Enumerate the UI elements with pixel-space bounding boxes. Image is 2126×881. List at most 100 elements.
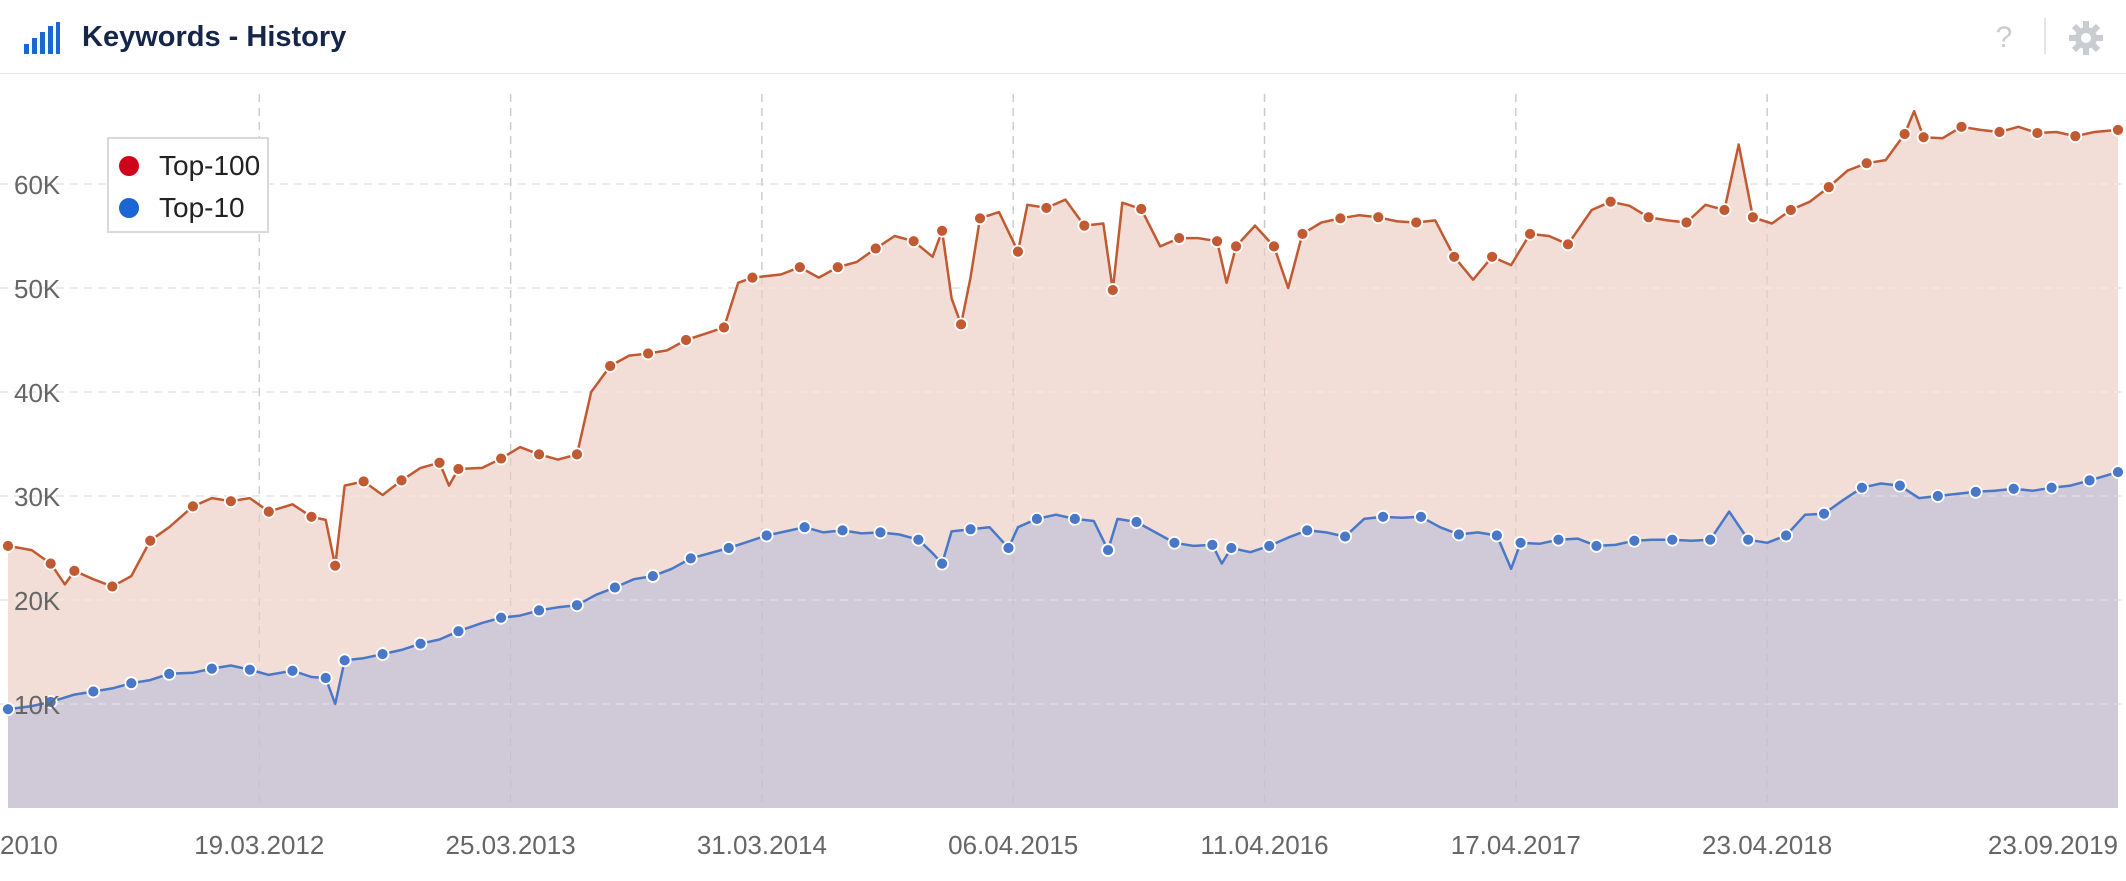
x-tick-label: 19.03.2012 (194, 830, 324, 860)
data-point-top-10 (721, 541, 736, 555)
x-tick-label: 31.03.2014 (697, 830, 827, 860)
data-point-top-100 (43, 556, 58, 571)
data-point-top-10 (1, 702, 15, 717)
x-tick-label: 17.04.2017 (1451, 830, 1581, 860)
data-point-top-10 (1376, 509, 1390, 524)
x-tick-label: 06.04.2015 (948, 830, 1078, 860)
data-point-top-100 (494, 451, 509, 466)
data-point-top-10 (242, 662, 257, 677)
data-point-top-100 (1105, 283, 1120, 297)
data-point-top-100 (1523, 227, 1537, 241)
series-area-top-10 (8, 472, 2118, 808)
data-point-top-100 (186, 499, 200, 514)
legend-label-top-10: Top-10 (159, 192, 245, 223)
data-point-top-10 (86, 684, 101, 699)
gear-icon[interactable] (2068, 20, 2104, 56)
data-point-top-10 (1129, 515, 1144, 529)
data-point-top-100 (570, 447, 584, 462)
data-point-top-100 (830, 260, 845, 275)
data-point-top-10 (1001, 541, 1016, 555)
data-point-top-10 (318, 671, 333, 685)
y-tick-label: 40K (14, 378, 61, 408)
data-point-top-100 (1717, 203, 1732, 217)
question-icon[interactable]: ? (1995, 21, 2013, 54)
data-point-top-10 (1892, 478, 1907, 493)
data-point-top-100 (223, 494, 238, 509)
data-point-top-100 (2030, 126, 2045, 140)
data-point-top-100 (935, 223, 949, 238)
y-tick-label: 30K (14, 482, 61, 512)
header-divider (2044, 18, 2046, 54)
data-point-top-100 (1333, 211, 1348, 226)
y-tick-label: 10K (14, 690, 61, 720)
data-point-top-100 (973, 211, 987, 226)
data-point-top-100 (792, 260, 807, 275)
data-point-top-100 (1447, 249, 1462, 264)
data-point-top-100 (1295, 227, 1310, 241)
data-point-top-100 (67, 563, 82, 578)
data-point-top-100 (143, 533, 158, 548)
data-point-top-10 (124, 676, 139, 691)
data-point-top-10 (1067, 511, 1082, 526)
widget-title: Keywords - History (82, 21, 347, 53)
data-point-top-10 (608, 580, 622, 595)
data-point-top-100 (1210, 234, 1225, 249)
data-point-top-10 (1703, 532, 1718, 547)
y-tick-label: 50K (14, 274, 61, 304)
data-point-top-10 (1551, 532, 1566, 547)
data-point-top-10 (494, 610, 509, 625)
data-point-top-100 (1783, 203, 1798, 217)
data-point-top-100 (356, 474, 371, 489)
data-point-top-10 (2006, 481, 2021, 496)
data-point-top-10 (1665, 532, 1680, 547)
x-tick-label: 25.03.2013 (446, 830, 576, 860)
data-point-top-100 (1172, 231, 1187, 245)
data-point-top-100 (1603, 194, 1618, 209)
data-point-top-100 (1897, 127, 1912, 141)
data-point-top-10 (1741, 532, 1756, 547)
data-point-top-100 (1011, 244, 1025, 259)
data-point-top-100 (261, 504, 276, 519)
keywords-history-chart: 10K 20K 30K 40K 50K 60K 2010 19.03.2012 25.03.20… (0, 94, 2126, 860)
data-point-top-10 (2082, 473, 2097, 488)
data-point-top-10 (1627, 533, 1642, 548)
legend-dot-top-10 (119, 198, 139, 218)
data-point-top-100 (1641, 210, 1656, 225)
data-point-top-10 (375, 647, 390, 661)
data-point-top-10 (1205, 537, 1220, 552)
data-point-top-10 (645, 569, 660, 583)
data-point-top-100 (1409, 215, 1424, 230)
data-point-top-10 (43, 695, 58, 709)
data-point-top-100 (1561, 237, 1575, 252)
data-point-top-100 (906, 234, 921, 249)
chart-area: 10K 20K 30K 40K 50K 60K 2010 19.03.2012 25.03.20… (0, 74, 2126, 876)
data-point-top-100 (717, 320, 731, 335)
data-point-top-100 (1371, 210, 1386, 225)
data-point-top-100 (1954, 119, 1969, 134)
data-point-top-10 (1489, 528, 1504, 543)
data-point-top-10 (1779, 528, 1793, 543)
data-point-top-10 (162, 666, 177, 681)
data-point-top-10 (759, 528, 774, 543)
data-point-top-10 (935, 556, 949, 571)
data-point-top-100 (532, 447, 546, 462)
data-point-top-10 (1452, 527, 1466, 542)
chart-legend: Top-100 Top-10 (107, 137, 269, 233)
data-point-top-100 (745, 270, 760, 285)
data-point-top-10 (873, 525, 888, 540)
legend-item-top-10[interactable]: Top-10 (109, 187, 269, 227)
legend-item-top-100[interactable]: Top-100 (109, 145, 269, 185)
data-point-top-10 (963, 522, 978, 537)
data-point-top-10 (2111, 465, 2125, 479)
data-point-top-100 (1267, 239, 1281, 254)
data-point-top-10 (204, 661, 219, 676)
data-point-top-100 (1992, 125, 2007, 139)
data-point-top-10 (451, 624, 466, 639)
data-point-top-10 (1414, 509, 1428, 524)
data-point-top-100 (1745, 210, 1760, 225)
data-point-top-10 (683, 551, 698, 566)
data-point-top-10 (1101, 543, 1115, 557)
data-point-top-100 (1, 539, 15, 553)
widget-header: Keywords - History ? (0, 0, 2126, 74)
legend-dot-top-100 (119, 156, 139, 176)
